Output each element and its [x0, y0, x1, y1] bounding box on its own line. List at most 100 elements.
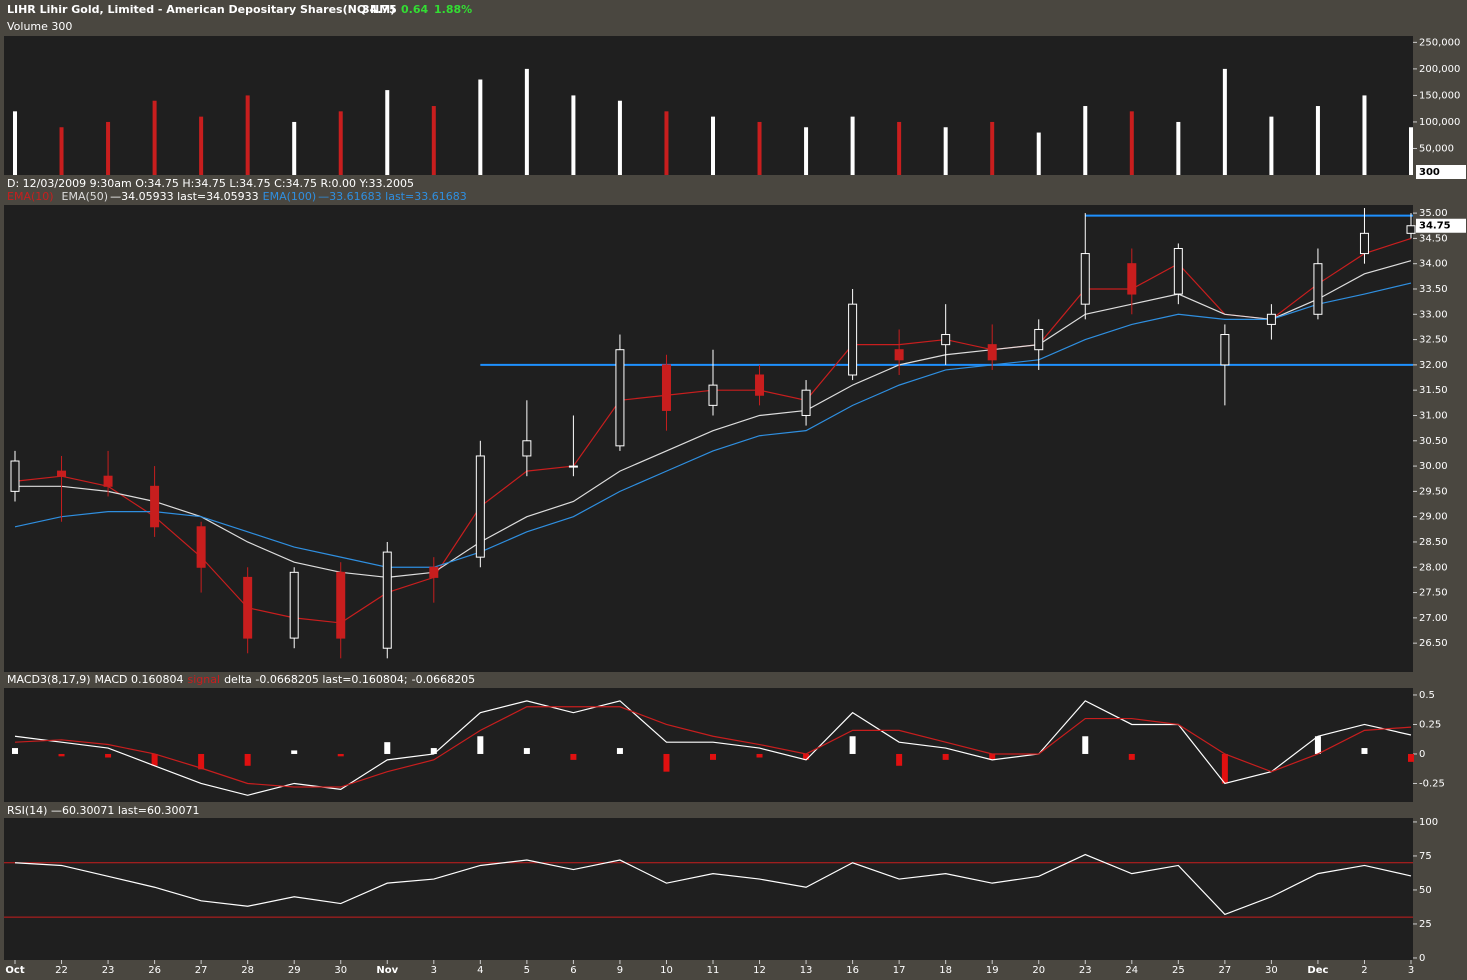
- volume-bar: [524, 68, 529, 175]
- histogram-bar: [803, 753, 810, 760]
- candle-body: [708, 384, 718, 406]
- y-tick-label: 32.00: [1419, 360, 1448, 371]
- volume-bar: [617, 100, 622, 175]
- histogram-bar: [1221, 753, 1228, 784]
- line: [14, 282, 1412, 568]
- y-tick-label: 29.00: [1419, 512, 1448, 523]
- x-tick-label: 2: [1361, 965, 1367, 976]
- volume-bar: [1362, 95, 1367, 175]
- histogram-bar: [896, 753, 903, 766]
- candle-body: [150, 485, 160, 528]
- candle-body: [661, 364, 671, 411]
- y-tick-label: 27.00: [1419, 613, 1448, 624]
- x-tick-label: 27: [195, 965, 208, 976]
- histogram-bar: [477, 736, 484, 754]
- y-tick-label: 200,000: [1419, 64, 1460, 75]
- candle-body: [1313, 263, 1323, 315]
- y-tick-label: 75: [1419, 851, 1432, 862]
- volume-bar: [571, 95, 576, 175]
- candle-body: [987, 344, 997, 361]
- y-tick-label: 0: [1419, 749, 1425, 760]
- info: D: 12/03/2009 9:30am O:34.75 H:34.75 L:3…: [7, 177, 414, 190]
- x-tick-label: 6: [570, 965, 576, 976]
- volume-bar: [711, 116, 715, 175]
- candle-body: [1406, 225, 1416, 234]
- x-tick-label: 4: [477, 965, 483, 976]
- histogram-bar: [1314, 736, 1321, 754]
- candle-body: [1266, 313, 1276, 325]
- x-tick-label: 29: [288, 965, 301, 976]
- legend-name: EMA(10): [7, 190, 54, 203]
- volume-bar: [245, 95, 250, 175]
- candle-body: [848, 303, 858, 376]
- macd-title: MACD3(8,17,9): [7, 673, 91, 686]
- candle-body: [1127, 263, 1137, 295]
- volume-bar: [199, 116, 204, 175]
- y-tick-label: 100: [1419, 817, 1438, 828]
- y-tick-label: 50,000: [1419, 143, 1454, 154]
- x-tick-label: 25: [1172, 965, 1185, 976]
- histogram-bar: [1408, 753, 1414, 762]
- x-tick-label: 5: [524, 965, 530, 976]
- histogram-bar: [58, 753, 65, 757]
- y-tick-label: 150,000: [1419, 90, 1460, 101]
- last-volume: 300: [1419, 167, 1440, 178]
- candle-body: [941, 334, 951, 346]
- candle-body: [429, 566, 439, 578]
- x-tick-label: 13: [800, 965, 813, 976]
- histogram-bar: [570, 753, 577, 760]
- legend-value: delta -0.0668205 last=0.160804;: [224, 673, 408, 686]
- y-tick-label: 28.50: [1419, 537, 1448, 548]
- volume-bar: [152, 100, 157, 175]
- macd-panel: [4, 688, 1413, 802]
- candle-body: [801, 389, 811, 416]
- candle-body: [475, 455, 485, 558]
- y-tick-label: 33.00: [1419, 309, 1448, 320]
- candle-body: [1220, 334, 1230, 366]
- histogram-bar: [384, 742, 391, 754]
- x-tick-label: 27: [1218, 965, 1231, 976]
- y-tick-label: 100,000: [1419, 117, 1460, 128]
- x-tick-label: Oct: [5, 965, 24, 976]
- x-tick-label: 17: [893, 965, 906, 976]
- change-pct: 1.88%: [434, 3, 472, 16]
- histogram-bar: [1128, 753, 1135, 760]
- volume-bar: [1315, 106, 1320, 175]
- volume-title: Volume 300: [7, 20, 72, 33]
- volume-bar: [13, 111, 17, 175]
- x-tick-label: 23: [102, 965, 115, 976]
- x-tick-label: 3: [1408, 965, 1414, 976]
- volume-bar: [478, 79, 483, 175]
- volume-bar: [1176, 121, 1181, 175]
- candle-body: [894, 349, 904, 361]
- price-panel: [4, 205, 1413, 672]
- x-tick-label: 18: [939, 965, 952, 976]
- volume-bar: [292, 121, 297, 175]
- histogram-bar: [430, 748, 437, 754]
- x-tick-label: 26: [148, 965, 161, 976]
- candle-body: [1359, 232, 1369, 255]
- volume-bar: [804, 127, 809, 175]
- last-box: [1416, 165, 1466, 179]
- volume-panel: [4, 36, 1413, 175]
- candle-body: [289, 571, 299, 639]
- volume-bar: [664, 111, 669, 175]
- y-tick-label: 26.50: [1419, 638, 1448, 649]
- y-tick-label: 0.5: [1419, 690, 1435, 701]
- y-tick-label: 31.50: [1419, 385, 1448, 396]
- histogram-bar: [989, 753, 996, 760]
- histogram-bar: [849, 736, 856, 754]
- candle-body: [336, 571, 346, 639]
- y-tick-label: 31.00: [1419, 410, 1448, 421]
- histogram-bar: [663, 753, 670, 772]
- last-price: 34.75: [362, 3, 397, 16]
- volume-bar: [1269, 116, 1274, 175]
- legend-value: —33.61683 last=33.61683: [318, 190, 467, 203]
- legend-value: -0.0668205: [412, 673, 475, 686]
- histogram-bar: [710, 753, 716, 760]
- candle-body: [1080, 253, 1090, 305]
- y-tick-label: 33.50: [1419, 284, 1448, 295]
- x-tick-label: 22: [55, 965, 68, 976]
- candle-body: [615, 349, 625, 447]
- y-tick-label: 34.00: [1419, 259, 1448, 270]
